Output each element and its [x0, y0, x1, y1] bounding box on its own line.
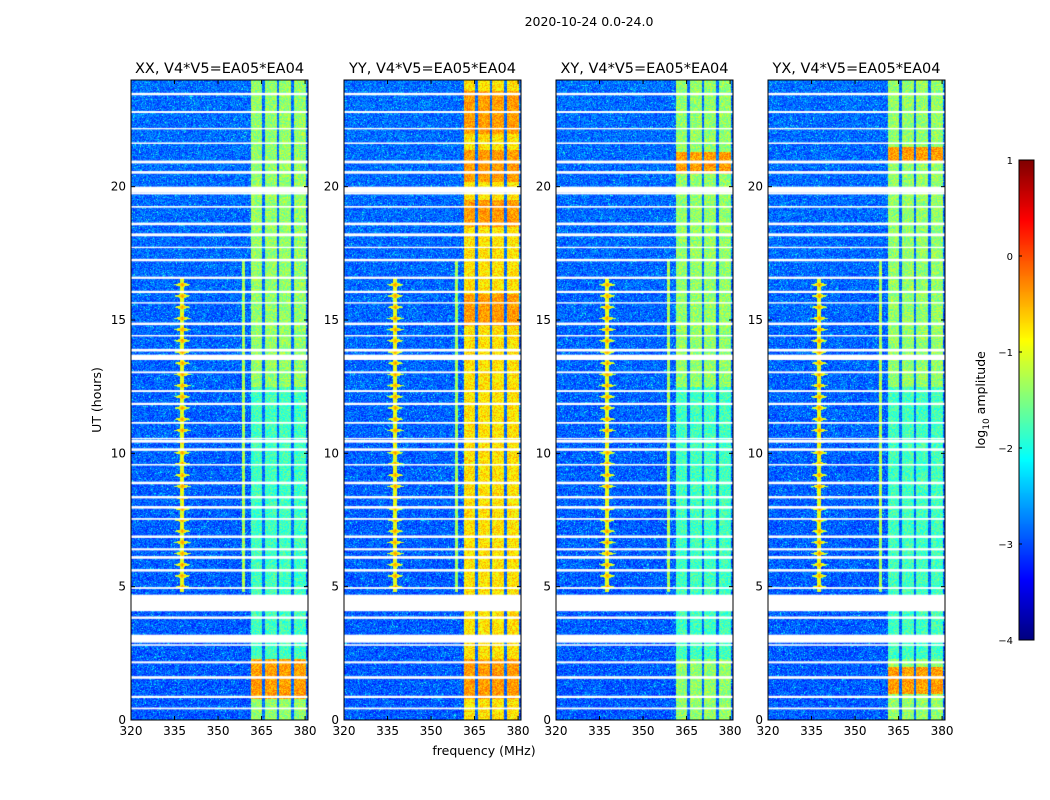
- panel-xy: XY, V4*V5=EA05*EA04 320 335 350 365 380 0 5 10 15…: [536, 61, 742, 738]
- x-tick-label: 320: [120, 724, 143, 738]
- x-tick-label: 350: [207, 724, 230, 738]
- x-tick-label: 380: [931, 724, 954, 738]
- panel-yx: YX, V4*V5=EA05*EA04 320 335 350 365 380 0 5 10 15…: [748, 61, 954, 738]
- x-tick-label: 380: [507, 724, 530, 738]
- panel-title: YX, V4*V5=EA05*EA04: [771, 61, 940, 77]
- y-tick-label: 0: [331, 713, 339, 727]
- x-tick-label: 350: [844, 724, 867, 738]
- colorbar-frame: [1018, 159, 1035, 641]
- y-axis-label: UT (hours): [89, 367, 104, 433]
- plot-frame: [767, 79, 946, 721]
- y-tick-label: 0: [118, 713, 126, 727]
- y-tick-label: 20: [324, 180, 339, 194]
- y-tick-label: 0: [755, 713, 763, 727]
- y-tick-label: 15: [748, 313, 763, 327]
- x-tick-label: 350: [632, 724, 655, 738]
- colorbar: 1 0 −1 −2 −3 −4 log10 amplitude: [973, 156, 1035, 647]
- panel-title: XY, V4*V5=EA05*EA04: [560, 61, 728, 77]
- colorbar-label: log10 amplitude: [973, 351, 992, 449]
- heatmap-yy: [344, 80, 521, 720]
- x-tick-label: 365: [250, 724, 273, 738]
- heatmap-yx: [768, 80, 945, 720]
- x-tick-label: 380: [294, 724, 317, 738]
- y-tick-label: 5: [755, 580, 763, 594]
- y-tick-label: 15: [536, 313, 551, 327]
- y-tick-label: 15: [111, 313, 126, 327]
- colorbar-tick-label: −4: [998, 636, 1013, 647]
- plot-frame: [555, 79, 734, 721]
- x-tick-label: 365: [887, 724, 910, 738]
- colorbar-tick-label: −3: [998, 540, 1013, 551]
- panel-title: XX, V4*V5=EA05*EA04: [135, 61, 304, 77]
- colorbar-tick-label: −2: [998, 444, 1013, 455]
- y-tick-label: 5: [543, 580, 551, 594]
- colorbar-tick-label: 1: [1007, 156, 1013, 167]
- x-tick-label: 335: [588, 724, 611, 738]
- y-tick-label: 10: [748, 446, 763, 460]
- heatmap-xy: [556, 80, 733, 720]
- y-tick-label: 20: [111, 180, 126, 194]
- x-tick-label: 335: [163, 724, 186, 738]
- x-tick-label: 335: [376, 724, 399, 738]
- y-tick-label: 0: [543, 713, 551, 727]
- y-tick-label: 20: [536, 180, 551, 194]
- heatmap-xx: [131, 80, 308, 720]
- colorbar-tick-label: −1: [998, 348, 1013, 359]
- x-tick-label: 335: [800, 724, 823, 738]
- x-tick-label: 365: [463, 724, 486, 738]
- colorbar-gradient: [1019, 160, 1034, 640]
- panel-title: YY, V4*V5=EA05*EA04: [348, 61, 516, 77]
- x-tick-label: 320: [757, 724, 780, 738]
- y-tick-label: 5: [118, 580, 126, 594]
- panel-xx: XX, V4*V5=EA05*EA04 320 335 350 365 380 0 5 10 15…: [111, 61, 317, 738]
- y-tick-label: 10: [111, 446, 126, 460]
- colorbar-tick-label: 0: [1007, 252, 1013, 263]
- x-tick-label: 365: [675, 724, 698, 738]
- y-tick-label: 10: [324, 446, 339, 460]
- plot-frame: [130, 79, 309, 721]
- plot-frame: [343, 79, 522, 721]
- figure-suptitle: 2020-10-24 0.0-24.0: [525, 14, 654, 29]
- panels-group: XX, V4*V5=EA05*EA04 320 335 350 365 380 0 5 10 15…: [111, 61, 954, 738]
- x-tick-label: 380: [719, 724, 742, 738]
- y-tick-label: 10: [536, 446, 551, 460]
- panel-yy: YY, V4*V5=EA05*EA04 320 335 350 365 380 0 5 10 15…: [324, 61, 530, 738]
- x-axis-label: frequency (MHz): [432, 743, 535, 758]
- x-tick-label: 320: [545, 724, 568, 738]
- y-tick-label: 20: [748, 180, 763, 194]
- y-tick-label: 5: [331, 580, 339, 594]
- x-tick-label: 320: [333, 724, 356, 738]
- y-tick-label: 15: [324, 313, 339, 327]
- x-tick-label: 350: [420, 724, 443, 738]
